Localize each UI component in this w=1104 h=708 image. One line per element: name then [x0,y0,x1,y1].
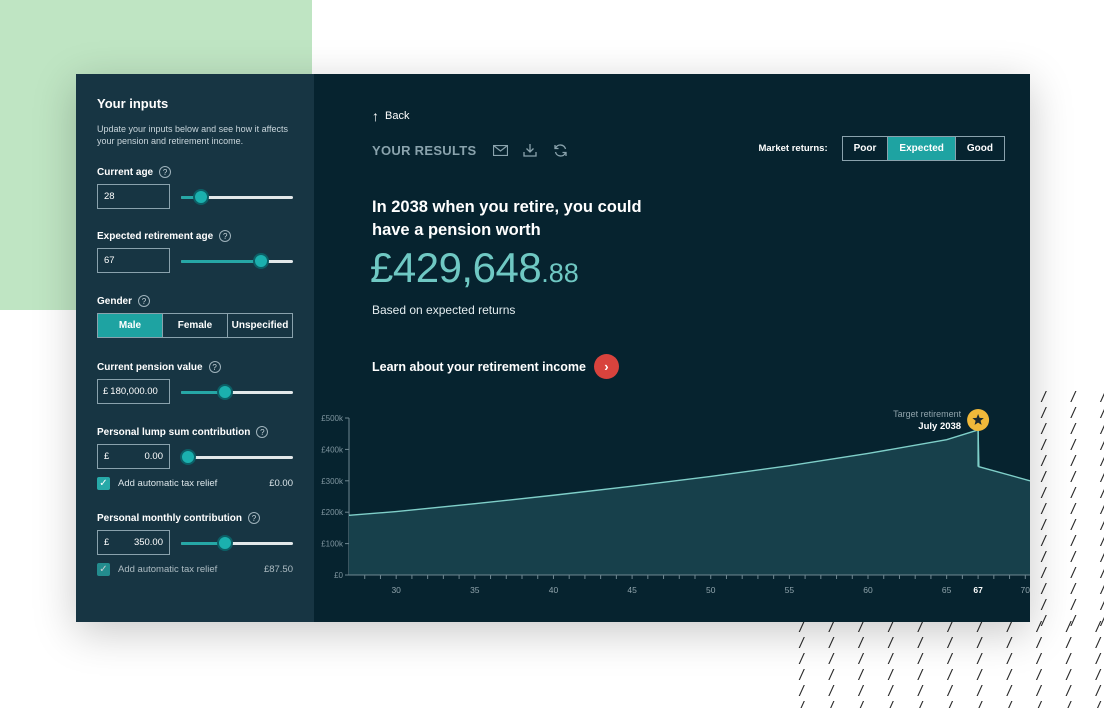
y-tick-label: £500k [321,414,344,423]
market-option-good[interactable]: Good [966,143,993,154]
gender-label: Gender [97,295,133,307]
gender-option-unspecified[interactable]: Unspecified [231,320,289,331]
gender-option-female[interactable]: Female [163,314,228,337]
pension-headline: In 2038 when you retire, you could have … [372,198,642,239]
tax-relief-amount: £87.50 [263,564,293,575]
slider-thumb[interactable] [193,188,210,205]
retirement-age-label: Expected retirement age [97,230,214,242]
current-age-label: Current age [97,166,154,178]
gender-option-male[interactable]: Male [98,314,163,337]
results-header: YOUR RESULTS [372,142,568,158]
inputs-sidebar: Your inputs Update your inputs below and… [76,74,314,622]
tax-relief-checkbox[interactable]: ✓ [97,477,110,490]
lump-sum-slider[interactable] [179,448,293,465]
chevron-right-icon[interactable]: › [593,354,619,379]
current-age-slider[interactable] [181,188,293,205]
help-icon[interactable]: ? [159,166,172,178]
retirement-age-field: Expected retirement age ? 67 [97,229,293,273]
x-tick-label: 45 [627,585,637,595]
lump-sum-input[interactable]: £ 0.00 [97,444,170,469]
help-icon[interactable]: ? [208,361,221,373]
pension-amount: £429,648.88 [370,244,579,292]
x-tick-label: 30 [391,585,401,595]
monthly-contribution-label: Personal monthly contribution [97,512,243,524]
pension-calculator-window: Your inputs Update your inputs below and… [76,74,1030,622]
star-icon [972,414,984,425]
x-tick-label: 55 [785,585,795,595]
x-tick-label: 35 [470,585,480,595]
sidebar-title: Your inputs [97,96,169,111]
pension-amount-pence: .88 [541,258,579,288]
results-title: YOUR RESULTS [372,142,477,158]
mail-icon[interactable] [492,142,508,158]
gender-field: Gender ? Male Female Unspecified [97,294,293,338]
monthly-contribution-slider[interactable] [181,534,293,551]
slider-thumb[interactable] [179,448,196,465]
help-icon[interactable]: ? [138,295,151,307]
projection-area [349,429,1030,575]
slider-thumb[interactable] [252,252,269,269]
back-link[interactable]: ↑ Back [372,108,409,124]
y-tick-label: £400k [321,445,344,454]
tax-relief-label: Add automatic tax relief [118,478,218,489]
lump-sum-tax-relief-row: ✓ Add automatic tax relief £0.00 [97,477,293,490]
results-panel: ↑ Back YOUR RESULTS Market returns: Poor [314,74,1030,622]
market-returns-label: Market returns: [758,143,828,154]
pension-value-slider[interactable] [181,383,293,400]
download-icon[interactable] [522,142,538,158]
slider-thumb[interactable] [216,534,233,551]
monthly-contribution-input[interactable]: £ 350.00 [97,530,170,555]
decorative-hatch-pattern: / / / / / / / / / / / / / / / / / / / / … [1040,390,1104,629]
learn-label: Learn about your retirement income [372,359,586,374]
market-option-expected[interactable]: Expected [888,137,956,160]
help-icon[interactable]: ? [256,426,269,438]
x-tick-label: 70 [1021,585,1030,595]
decorative-hatch-pattern-bottom: / / / / / / / / / / / / / / / / / / / / … [798,620,1102,708]
help-icon[interactable]: ? [219,230,232,242]
pension-projection-chart: £0 £100k £200k £300k £400k £500k 30 35 40 45 50 55 6… [321,409,1030,595]
y-tick-label: £100k [321,540,344,549]
back-label: Back [385,110,410,122]
arrow-up-icon: ↑ [372,108,379,124]
learn-retirement-income-link[interactable]: Learn about your retirement income › [372,354,619,379]
y-tick-label: £0 [334,571,343,580]
current-age-input[interactable]: 28 [97,184,170,209]
monthly-contribution-field: Personal monthly contribution ? £ 350.00 [97,511,293,576]
pension-value-field: Current pension value ? £ 180,000.00 [97,360,293,404]
market-returns-selector: Poor Expected Good [841,136,1005,161]
refresh-icon[interactable] [552,142,568,158]
pension-value-label: Current pension value [97,361,203,373]
pension-value-input[interactable]: £ 180,000.00 [97,379,170,404]
y-tick-label: £300k [321,477,344,486]
y-tick-label: £200k [321,508,344,517]
market-returns-control: Market returns: Poor Expected Good [758,136,1005,161]
tax-relief-amount: £0.00 [269,478,293,489]
x-tick-label: 40 [549,585,559,595]
x-tick-label: 65 [942,585,952,595]
market-option-poor[interactable]: Poor [843,137,889,160]
gender-selector: Male Female Unspecified [97,313,293,338]
annotation-date: July 2038 [918,421,961,432]
pension-amount-main: £429,648 [370,244,542,291]
based-on-note: Based on expected returns [372,303,516,317]
slider-thumb[interactable] [216,383,233,400]
monthly-tax-relief-row: ✓ Add automatic tax relief £87.50 [97,563,293,576]
lump-sum-label: Personal lump sum contribution [97,426,251,438]
x-tick-label: 60 [863,585,873,595]
x-tick-label: 67 [973,585,983,595]
tax-relief-label: Add automatic tax relief [118,564,218,575]
lump-sum-field: Personal lump sum contribution ? £ 0.00 [97,425,293,490]
x-tick-label: 50 [706,585,716,595]
annotation-title: Target retirement [893,409,962,419]
retirement-age-slider[interactable] [181,252,293,269]
sidebar-intro: Update your inputs below and see how it … [97,124,288,146]
current-age-field: Current age ? 28 [97,165,293,209]
retirement-age-input[interactable]: 67 [97,248,170,273]
help-icon[interactable]: ? [248,512,261,524]
tax-relief-checkbox[interactable]: ✓ [97,563,110,576]
